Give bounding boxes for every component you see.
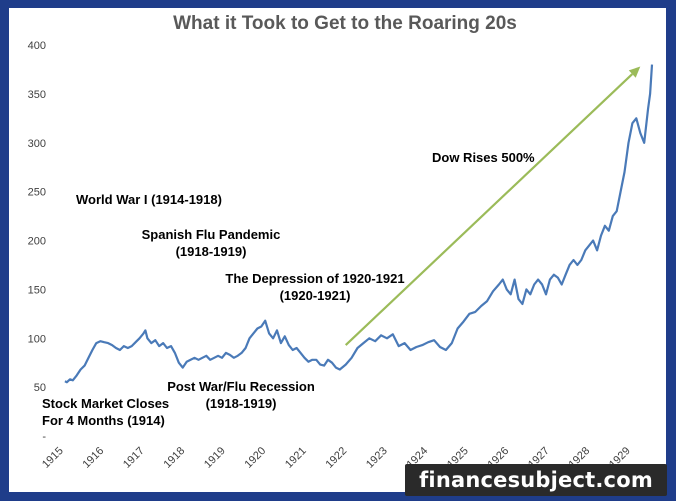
annotation-line: Stock Market Closes bbox=[42, 396, 169, 411]
y-tick-label: 150 bbox=[28, 284, 46, 296]
annotation-recession: Post War/Flu Recession (1918-1919) bbox=[167, 379, 315, 411]
annotation-line: For 4 Months (1914) bbox=[42, 413, 165, 428]
annotation-line: (1920-1921) bbox=[280, 288, 351, 303]
y-tick-label: - bbox=[42, 431, 46, 443]
watermark-text: financesubject.com bbox=[419, 468, 653, 492]
y-tick-label: 50 bbox=[34, 382, 46, 394]
watermark-box: financesubject.com bbox=[405, 464, 667, 496]
annotation-line: The Depression of 1920-1921 bbox=[225, 271, 404, 286]
x-tick-label: 1919 bbox=[202, 445, 228, 471]
x-tick-label: 1921 bbox=[283, 445, 309, 471]
annotation-war: World War I (1914-1918) bbox=[76, 192, 222, 207]
y-tick-label: 400 bbox=[28, 40, 46, 52]
annotation-depression: The Depression of 1920-1921 (1920-1921) bbox=[225, 271, 404, 303]
y-tick-label: 100 bbox=[28, 333, 46, 345]
annotation-closes: Stock Market Closes For 4 Months (1914) bbox=[42, 396, 169, 428]
y-axis-ticks: 50 100 150 200 250 300 350 400 - bbox=[28, 40, 47, 443]
annotations: World War I (1914-1918) Spanish Flu Pande… bbox=[42, 150, 535, 428]
annotation-line: Post War/Flu Recession bbox=[167, 379, 315, 394]
x-tick-label: 1915 bbox=[40, 445, 66, 471]
annotation-line: (1918-1919) bbox=[206, 396, 277, 411]
series-layer bbox=[64, 64, 654, 384]
growth-arrow bbox=[344, 73, 634, 346]
growth-arrow-head bbox=[628, 66, 641, 78]
annotation-line: Dow Rises 500% bbox=[432, 150, 535, 165]
x-tick-label: 1916 bbox=[80, 445, 106, 471]
chart-frame: What it Took to Get to the Roaring 20s 5… bbox=[9, 8, 666, 492]
annotation-line: World War I (1914-1918) bbox=[76, 192, 222, 207]
y-tick-label: 250 bbox=[28, 187, 46, 199]
x-tick-label: 1918 bbox=[161, 445, 187, 471]
y-tick-label: 300 bbox=[28, 138, 46, 150]
chart-title: What it Took to Get to the Roaring 20s bbox=[173, 13, 517, 34]
x-tick-label: 1917 bbox=[121, 445, 147, 471]
annotation-line: Spanish Flu Pandemic bbox=[142, 227, 281, 242]
annotation-line: (1918-1919) bbox=[176, 244, 247, 259]
annotation-dow: Dow Rises 500% bbox=[432, 150, 535, 165]
arrow-layer bbox=[344, 66, 641, 346]
series-line bbox=[64, 64, 654, 384]
annotation-flu: Spanish Flu Pandemic (1918-1919) bbox=[142, 227, 281, 259]
chart-svg: What it Took to Get to the Roaring 20s 5… bbox=[28, 13, 654, 471]
x-tick-label: 1923 bbox=[364, 445, 390, 471]
x-tick-label: 1920 bbox=[242, 445, 268, 471]
y-tick-label: 200 bbox=[28, 236, 46, 248]
y-tick-label: 350 bbox=[28, 89, 46, 101]
x-tick-label: 1922 bbox=[323, 445, 349, 471]
